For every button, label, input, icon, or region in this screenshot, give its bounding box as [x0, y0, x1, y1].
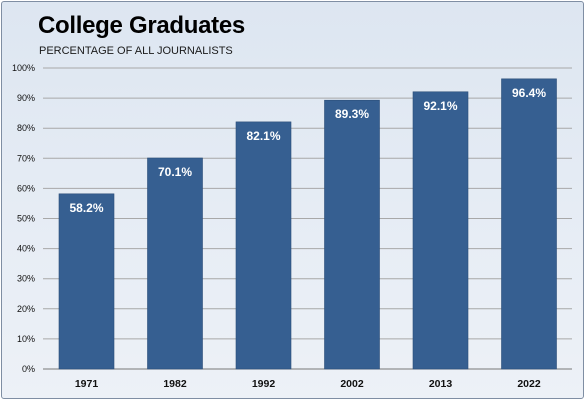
bars: 58.2% 70.1% 82.1% 89.3% 92.1% 96.4%	[58, 78, 557, 370]
gridlines	[43, 67, 572, 370]
data-label: 89.3%	[335, 107, 369, 121]
x-tick-label: 1971	[75, 378, 99, 390]
chart-title: College Graduates	[38, 12, 245, 39]
bar-2002	[324, 99, 380, 370]
y-tick-label: 60%	[17, 183, 35, 193]
data-label: 92.1%	[423, 99, 457, 113]
chart-subtitle: PERCENTAGE OF ALL JOURNALISTS	[39, 45, 233, 57]
y-tick-label: 40%	[17, 244, 35, 254]
y-tick-label: 20%	[17, 304, 35, 314]
bar-1982	[147, 157, 203, 370]
data-label: 96.4%	[512, 86, 546, 100]
y-tick-label: 90%	[17, 93, 35, 103]
y-tick-label: 0%	[22, 364, 35, 374]
x-axis-labels: 1971 1982 1992 2002 2013 2022	[75, 378, 541, 390]
y-tick-label: 70%	[17, 153, 35, 163]
y-tick-label: 50%	[17, 214, 35, 224]
x-tick-label: 2013	[429, 378, 453, 390]
data-label: 82.1%	[246, 129, 280, 143]
data-label: 70.1%	[158, 165, 192, 179]
y-tick-label: 80%	[17, 123, 35, 133]
data-label: 58.2%	[69, 201, 103, 215]
x-tick-label: 1982	[163, 378, 187, 390]
x-tick-label: 2002	[340, 378, 364, 390]
x-tick-label: 1992	[252, 378, 276, 390]
y-tick-label: 30%	[17, 274, 35, 284]
bar-1971	[58, 193, 115, 370]
bar-1992	[235, 121, 292, 370]
y-tick-label: 10%	[17, 334, 35, 344]
y-tick-label: 100%	[12, 63, 35, 73]
x-tick-label: 2022	[517, 378, 541, 390]
bar-2013	[412, 91, 469, 370]
y-axis-ticks: 0% 10% 20% 30% 40% 50% 60% 70% 80% 90% 100%	[12, 63, 35, 374]
bar-2022	[501, 78, 557, 370]
